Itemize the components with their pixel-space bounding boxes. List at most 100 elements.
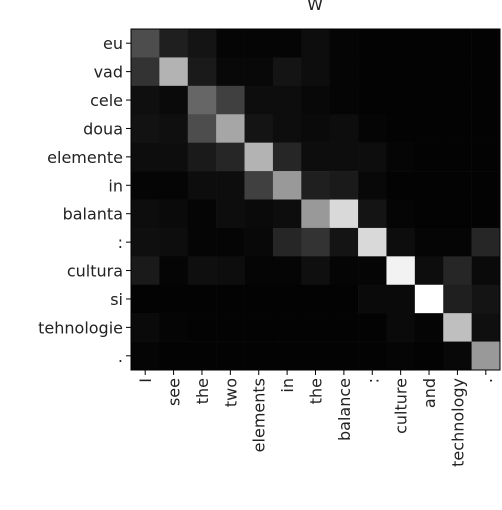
heatmap-cell: [358, 313, 387, 342]
heatmap-cell: [329, 227, 359, 257]
heatmap-cell: [216, 199, 245, 229]
heatmap-cell: [131, 29, 160, 58]
heatmap-cell: [329, 29, 359, 58]
x-tick-label: .: [477, 378, 496, 383]
heatmap-cell: [414, 284, 444, 314]
heatmap-cell: [187, 85, 217, 115]
heatmap-cell: [358, 171, 387, 200]
heatmap-cell: [414, 85, 444, 115]
heatmap-cell: [187, 199, 217, 229]
heatmap-cell: [244, 142, 274, 172]
heatmap-cell: [443, 256, 472, 286]
heatmap-cell: [443, 29, 472, 58]
heatmap-cell: [386, 142, 416, 172]
heatmap-cell: [159, 227, 189, 257]
heatmap-cell: [159, 29, 189, 58]
heatmap-cell: [329, 171, 359, 200]
heatmap-cell: [159, 284, 189, 314]
heatmap-cell: [272, 85, 302, 115]
heatmap-cell: [159, 85, 189, 115]
x-tick-label: the: [193, 378, 212, 404]
x-tick-label: see: [165, 378, 184, 406]
heatmap-cell: [358, 114, 387, 143]
heatmap-cell: [272, 256, 302, 286]
heatmap-cell: [301, 142, 330, 172]
heatmap-cell: [329, 85, 359, 115]
heatmap-cell: [159, 57, 189, 87]
heatmap-cell: [443, 227, 472, 257]
heatmap-cell: [386, 199, 416, 229]
heatmap-cell: [244, 29, 274, 58]
heatmap-cell: [358, 29, 387, 58]
heatmap-cell: [216, 256, 245, 286]
heatmap-cell: [244, 171, 274, 200]
heatmap-cell: [414, 256, 444, 286]
heatmap-cell: [216, 341, 245, 371]
x-tick-label: in: [278, 378, 297, 393]
heatmap-cell: [443, 114, 472, 143]
heatmap-cell: [358, 85, 387, 115]
heatmap-cell: [301, 171, 330, 200]
heatmap-cell: [386, 256, 416, 286]
heatmap-cell: [187, 341, 217, 371]
heatmap-cell: [471, 171, 501, 200]
heatmap-cell: [187, 313, 217, 342]
heatmap-cell: [414, 341, 444, 371]
heatmap-cell: [131, 114, 160, 143]
heatmap-cell: [216, 227, 245, 257]
heatmap-cell: [272, 114, 302, 143]
heatmap-cell: [386, 171, 416, 200]
y-tick-label: :: [118, 233, 123, 252]
heatmap-cell: [301, 199, 330, 229]
y-tick-label: elemente: [47, 148, 123, 167]
heatmap-cell: [301, 284, 330, 314]
y-tick-label: cele: [90, 91, 123, 110]
heatmap-cell: [216, 114, 245, 143]
heatmap-cell: [358, 227, 387, 257]
heatmap-cell: [443, 142, 472, 172]
heatmap-cell: [244, 114, 274, 143]
x-tick-label: the: [307, 378, 326, 404]
heatmap-cell: [272, 142, 302, 172]
heatmap-cell: [471, 256, 501, 286]
x-tick-label: technology: [448, 378, 467, 467]
heatmap-cell: [358, 199, 387, 229]
heatmap-cell: [386, 284, 416, 314]
heatmap-cell: [329, 114, 359, 143]
heatmap-cell: [131, 85, 160, 115]
y-tick-label: .: [118, 347, 123, 366]
heatmap-cell: [131, 227, 160, 257]
heatmap-cell: [358, 341, 387, 371]
heatmap-cell: [443, 57, 472, 87]
heatmap-cell: [272, 57, 302, 87]
heatmap-cell: [301, 57, 330, 87]
heatmap-cell: [159, 313, 189, 342]
heatmap-cell: [329, 341, 359, 371]
heatmap-cell: [272, 341, 302, 371]
heatmap-cell: [358, 284, 387, 314]
heatmap-cell: [471, 29, 501, 58]
y-tick-label: doua: [83, 119, 123, 138]
heatmap-cell: [272, 29, 302, 58]
heatmap-cell: [414, 171, 444, 200]
heatmap-cell: [329, 57, 359, 87]
heatmap-cell: [386, 227, 416, 257]
y-tick-label: vad: [94, 63, 123, 82]
heatmap-cell: [471, 341, 501, 371]
heatmap-cell: [329, 199, 359, 229]
heatmap-cell: [131, 341, 160, 371]
heatmap-cell: [414, 142, 444, 172]
heatmap-cell: [329, 142, 359, 172]
heatmap-cell: [471, 142, 501, 172]
heatmap-cell: [386, 29, 416, 58]
x-tick-label: culture: [392, 378, 411, 434]
heatmap-cell: [131, 313, 160, 342]
heatmap-cell: [471, 114, 501, 143]
heatmap-cell: [187, 142, 217, 172]
heatmap-cell: [244, 57, 274, 87]
heatmap-cell: [471, 227, 501, 257]
heatmap-cell: [159, 341, 189, 371]
heatmap-cell: [358, 256, 387, 286]
heatmap-cell: [471, 284, 501, 314]
heatmap-cell: [159, 256, 189, 286]
